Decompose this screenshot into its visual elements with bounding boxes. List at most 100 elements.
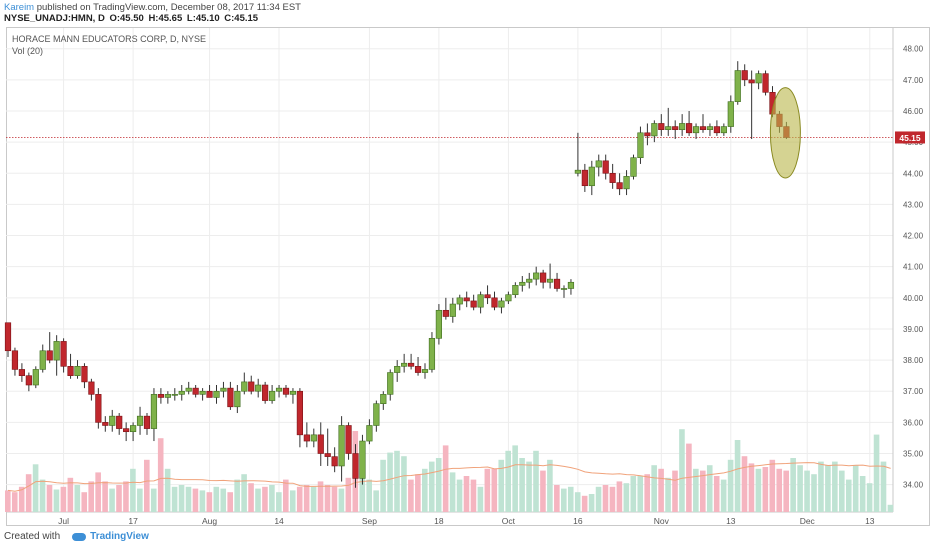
candle-body <box>713 126 720 134</box>
volume-bar <box>387 452 393 512</box>
candle-body <box>39 350 46 370</box>
candle-body <box>679 123 686 130</box>
volume-bar <box>623 483 630 512</box>
candle-body <box>658 123 665 130</box>
volume-bar <box>679 429 685 512</box>
volume-bar <box>331 486 338 512</box>
volume-bar <box>220 488 227 512</box>
candle-body <box>102 422 109 426</box>
ohlc-close: C:45.15 <box>224 13 259 24</box>
volume-bar <box>317 481 324 512</box>
volume-bar <box>269 485 275 512</box>
candle-body <box>366 425 373 442</box>
candle-body <box>720 126 727 134</box>
volume-bar <box>700 470 706 512</box>
x-tick-label: 14 <box>274 516 284 526</box>
volume-bar <box>324 485 331 512</box>
volume-bar <box>255 488 261 512</box>
volume-bar <box>394 450 400 512</box>
x-tick-label: Aug <box>202 516 217 526</box>
candle-body <box>317 434 324 454</box>
candle-body <box>88 381 95 395</box>
candle-body <box>560 288 568 290</box>
volume-bar <box>616 481 623 512</box>
volume-bar <box>595 486 602 512</box>
volume-bar <box>60 486 67 512</box>
volume-bar <box>526 461 532 512</box>
volume-bar <box>25 474 32 512</box>
candle-body <box>199 390 206 395</box>
candle-body <box>338 425 345 467</box>
candle-body <box>463 297 470 302</box>
candle-body <box>630 157 637 177</box>
candle-body <box>741 70 748 81</box>
volume-bar <box>804 470 810 512</box>
volume-bar <box>144 459 150 512</box>
volume-bar <box>415 474 421 512</box>
volume-bar <box>630 476 637 512</box>
volume-bar <box>18 486 25 512</box>
y-tick-label: 39.00 <box>903 325 924 334</box>
volume-bar <box>866 483 873 512</box>
candle-body <box>470 300 477 308</box>
volume-bar <box>713 476 720 512</box>
volume-bar <box>422 468 428 512</box>
candle-body <box>157 394 165 398</box>
candle-body <box>345 425 352 454</box>
x-tick-label: 16 <box>573 516 583 526</box>
volume-bar <box>783 470 789 512</box>
y-tick-label: 44.00 <box>903 169 924 178</box>
volume-bar <box>720 479 727 512</box>
author-link[interactable]: Kareim <box>4 2 35 13</box>
candle-body <box>401 362 408 367</box>
volume-bar <box>102 481 108 512</box>
candle-body <box>227 387 234 408</box>
candle-body <box>60 341 67 367</box>
candle-body <box>11 350 19 370</box>
volume-bar <box>359 468 366 512</box>
volume-bar <box>206 492 213 512</box>
candle-body <box>380 394 387 404</box>
candle-body <box>644 132 651 137</box>
volume-bar <box>88 481 94 512</box>
volume-bar <box>790 458 796 512</box>
footer: Created with TradingView <box>4 531 149 542</box>
candle-body <box>665 126 672 130</box>
x-tick-label: Oct <box>502 516 516 526</box>
volume-bar <box>178 485 185 512</box>
volume-bar <box>852 465 859 512</box>
volume-bar <box>519 458 525 512</box>
volume-bar <box>561 488 567 512</box>
volume-bar <box>734 440 741 512</box>
chart-frame[interactable] <box>6 27 930 526</box>
volume-bar <box>303 485 310 512</box>
candle-body <box>484 294 491 299</box>
y-tick-label: 42.00 <box>903 232 924 241</box>
candle-body <box>136 415 144 426</box>
candle-body <box>192 387 199 395</box>
candle-body <box>324 453 331 457</box>
volume-bar <box>581 495 588 512</box>
volume-bar <box>401 456 407 512</box>
volume-bar <box>248 483 254 512</box>
volume-bar <box>665 477 671 512</box>
candle-body <box>734 70 741 102</box>
volume-bar <box>873 434 880 512</box>
volume-bar <box>762 467 769 512</box>
candle-body <box>248 381 255 392</box>
tradingview-brand[interactable]: TradingView <box>64 531 149 542</box>
candle-body <box>421 369 429 373</box>
candle-body <box>553 278 561 289</box>
candle-body <box>581 169 588 187</box>
y-tick-label: 46.00 <box>903 107 924 116</box>
volume-bar <box>67 477 74 512</box>
highlight-ellipse <box>769 87 801 179</box>
candle-body <box>25 375 32 386</box>
volume-bar <box>32 464 39 512</box>
x-tick-label: Jul <box>58 516 69 526</box>
volume-bar <box>533 450 539 512</box>
volume-bar <box>442 445 449 512</box>
candle-body <box>533 272 540 280</box>
x-tick-label: Sep <box>362 516 377 526</box>
